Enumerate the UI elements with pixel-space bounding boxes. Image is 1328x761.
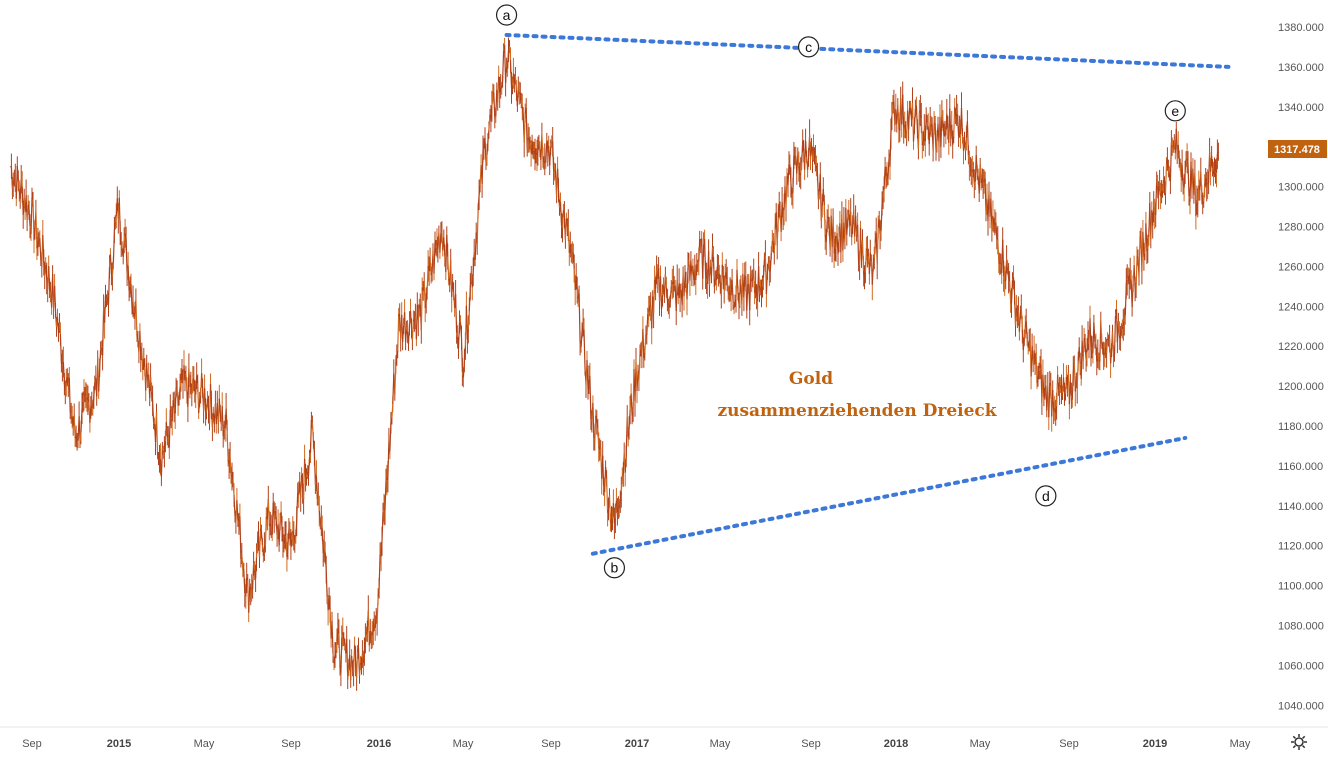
y-tick-label: 1120.000	[1278, 541, 1323, 553]
y-tick-label: 1140.000	[1278, 501, 1323, 513]
y-tick-label: 1260.000	[1278, 261, 1324, 273]
last-price-tag: 1317.478	[1268, 140, 1327, 158]
y-tick-label: 1100.000	[1278, 581, 1323, 593]
x-tick-label: 2018	[884, 738, 908, 750]
x-tick-label: May	[453, 738, 474, 750]
wave-label-e: e	[1164, 100, 1186, 122]
price-segment	[525, 107, 528, 151]
wave-label-c: c	[797, 36, 820, 58]
x-tick-label: Sep	[541, 738, 561, 750]
x-tick-label: Sep	[801, 738, 821, 750]
x-tick-label: Sep	[22, 738, 42, 750]
price-segment	[819, 174, 822, 222]
x-tick-label: 2019	[1143, 738, 1167, 750]
y-tick-label: 1380.000	[1278, 22, 1324, 34]
y-tick-label: 1160.000	[1278, 461, 1323, 473]
wave-circle	[1035, 485, 1057, 507]
annotation-line-2: zusammenziehenden Dreieck	[717, 401, 997, 421]
y-tick-label: 1060.000	[1278, 660, 1324, 672]
y-tick-label: 1340.000	[1278, 102, 1324, 114]
x-axis: Sep 2015 May Sep 2016 May Sep 2017 May Sep 2018 May…	[0, 726, 1328, 750]
y-tick-label: 1200.000	[1278, 381, 1324, 393]
y-tick-label: 1280.000	[1278, 222, 1324, 234]
wave-letter: a	[503, 7, 511, 23]
y-tick-label: 1080.000	[1278, 621, 1324, 633]
wave-labels: a b c d e	[495, 4, 1186, 579]
x-tick-label: May	[1230, 738, 1251, 750]
chart-annotation: Gold zusammenziehenden Dreieck	[717, 369, 997, 421]
wave-label-d: d	[1035, 485, 1057, 507]
x-tick-label: Sep	[281, 738, 301, 750]
y-tick-label: 1240.000	[1278, 301, 1324, 313]
wave-label-a: a	[495, 4, 518, 26]
y-tick-label: 1040.000	[1278, 700, 1324, 712]
wave-label-b: b	[603, 557, 626, 579]
x-tick-label: 2016	[367, 738, 391, 750]
x-tick-label: Sep	[1059, 738, 1079, 750]
wave-letter: c	[805, 39, 812, 55]
y-tick-label: 1300.000	[1278, 182, 1324, 194]
x-tick-label: May	[194, 738, 215, 750]
wave-circle	[1164, 100, 1186, 122]
trendline-upper	[504, 32, 1231, 69]
wave-circle	[603, 557, 626, 579]
y-tick-label: 1220.000	[1278, 341, 1324, 353]
x-tick-label: May	[970, 738, 991, 750]
y-axis: 1380.0001360.0001340.0001320.0001300.000…	[1278, 22, 1324, 712]
annotation-line-1: Gold	[789, 369, 833, 389]
trendlines	[504, 32, 1231, 556]
gear-icon	[1291, 734, 1307, 750]
wave-letter: d	[1042, 488, 1050, 504]
settings-gear-icon[interactable]	[1290, 733, 1308, 751]
x-tick-label: 2017	[625, 738, 649, 750]
x-tick-label: May	[710, 738, 731, 750]
x-tick-label: 2015	[107, 738, 131, 750]
wave-circle	[797, 36, 820, 58]
wave-letter: b	[611, 560, 619, 576]
wave-letter: e	[1171, 103, 1179, 119]
price-series	[9, 37, 1219, 691]
y-tick-label: 1360.000	[1278, 62, 1324, 74]
price-segment	[397, 313, 400, 352]
last-price-tag-bg	[1268, 140, 1327, 158]
last-price-value: 1317.478	[1274, 144, 1320, 156]
price-segment	[1138, 236, 1141, 279]
y-tick-label: 1180.000	[1278, 421, 1323, 433]
wave-circle	[495, 4, 518, 26]
trendline-lower	[590, 435, 1188, 556]
